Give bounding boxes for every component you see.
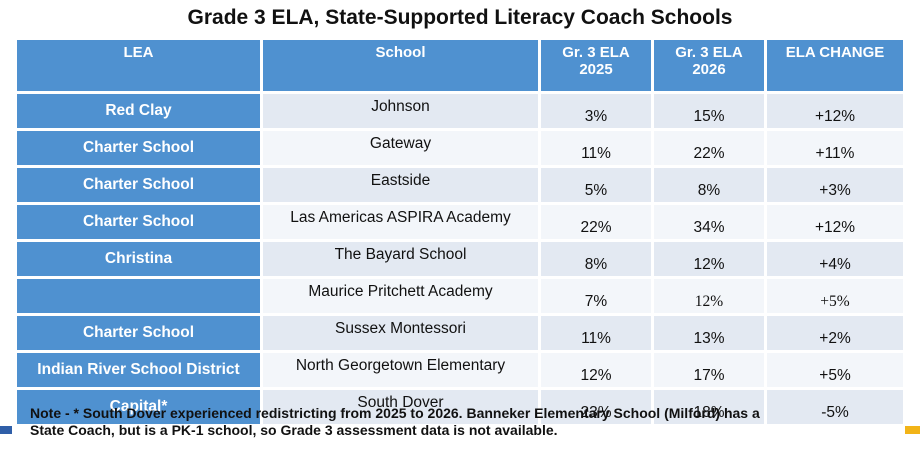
ela-2025-cell: 8% bbox=[541, 242, 651, 276]
ela-2025-cell: 23% bbox=[541, 390, 651, 424]
table-row: Capital* South Dover 23% 18% -5% bbox=[17, 390, 903, 424]
table-row: Maurice Pritchett Academy 7% 12% +5% bbox=[17, 279, 903, 313]
lea-cell: Christina bbox=[17, 242, 260, 276]
ela-2026-cell: 13% bbox=[654, 316, 764, 350]
table-row: Christina The Bayard School 8% 12% +4% bbox=[17, 242, 903, 276]
lea-cell: Indian River School District bbox=[17, 353, 260, 387]
ela-2026-cell: 18% bbox=[654, 390, 764, 424]
ela-2026-cell: 34% bbox=[654, 205, 764, 239]
lea-cell: Charter School bbox=[17, 316, 260, 350]
ela-2025-cell: 11% bbox=[541, 316, 651, 350]
ela-change-cell: +3% bbox=[767, 168, 903, 202]
ela-change-cell: +2% bbox=[767, 316, 903, 350]
school-cell: Eastside bbox=[263, 168, 538, 202]
ela-2026-cell: 8% bbox=[654, 168, 764, 202]
ela-2025-cell: 12% bbox=[541, 353, 651, 387]
ela-change-cell: +5% bbox=[767, 353, 903, 387]
ela-change-cell: +4% bbox=[767, 242, 903, 276]
ela-2025-cell: 3% bbox=[541, 94, 651, 128]
school-cell: Sussex Montessori bbox=[263, 316, 538, 350]
lea-cell: Charter School bbox=[17, 205, 260, 239]
footnote-line2: State Coach, but is a PK-1 school, so Gr… bbox=[30, 422, 558, 438]
school-cell: Maurice Pritchett Academy bbox=[263, 279, 538, 313]
table-row: Red Clay Johnson 3% 15% +12% bbox=[17, 94, 903, 128]
school-cell: South Dover bbox=[263, 390, 538, 424]
header-ela-2025: Gr. 3 ELA 2025 bbox=[541, 40, 651, 91]
ela-change-cell: +11% bbox=[767, 131, 903, 165]
lea-cell bbox=[17, 279, 260, 313]
ela-table: LEA School Gr. 3 ELA 2025 Gr. 3 ELA 2026… bbox=[14, 37, 906, 427]
ela-2026-cell: 12% bbox=[654, 279, 764, 313]
school-cell: Las Americas ASPIRA Academy bbox=[263, 205, 538, 239]
lea-cell: Capital* bbox=[17, 390, 260, 424]
header-row: LEA School Gr. 3 ELA 2025 Gr. 3 ELA 2026… bbox=[17, 40, 903, 91]
header-lea: LEA bbox=[17, 40, 260, 91]
ela-2026-cell: 17% bbox=[654, 353, 764, 387]
school-cell: Johnson bbox=[263, 94, 538, 128]
table-row: Indian River School District North Georg… bbox=[17, 353, 903, 387]
header-school: School bbox=[263, 40, 538, 91]
ela-change-cell: +12% bbox=[767, 205, 903, 239]
table-row: Charter School Eastside 5% 8% +3% bbox=[17, 168, 903, 202]
ela-2025-cell: 22% bbox=[541, 205, 651, 239]
ela-change-cell: +5% bbox=[767, 279, 903, 313]
ela-2025-cell: 7% bbox=[541, 279, 651, 313]
ela-2026-cell: 15% bbox=[654, 94, 764, 128]
footnote: Note - * South Dover experienced redistr… bbox=[30, 405, 890, 439]
table-row: Charter School Sussex Montessori 11% 13%… bbox=[17, 316, 903, 350]
decorative-bar-left bbox=[0, 426, 12, 434]
ela-change-cell: +12% bbox=[767, 94, 903, 128]
header-ela-2026: Gr. 3 ELA 2026 bbox=[654, 40, 764, 91]
ela-2025-cell: 11% bbox=[541, 131, 651, 165]
header-ela-change: ELA CHANGE bbox=[767, 40, 903, 91]
ela-2026-cell: 22% bbox=[654, 131, 764, 165]
table-row: Charter School Las Americas ASPIRA Acade… bbox=[17, 205, 903, 239]
page-title: Grade 3 ELA, State-Supported Literacy Co… bbox=[187, 6, 733, 29]
school-cell: The Bayard School bbox=[263, 242, 538, 276]
lea-cell: Charter School bbox=[17, 168, 260, 202]
lea-cell: Charter School bbox=[17, 131, 260, 165]
lea-cell: Red Clay bbox=[17, 94, 260, 128]
footnote-line1: Note - * South Dover experienced redistr… bbox=[30, 405, 760, 421]
header-ela-2025-line1: Gr. 3 ELA bbox=[562, 44, 630, 61]
header-ela-2025-line2: 2025 bbox=[579, 61, 613, 78]
ela-change-cell: -5% bbox=[767, 390, 903, 424]
school-cell: Gateway bbox=[263, 131, 538, 165]
header-ela-2026-line2: 2026 bbox=[692, 61, 726, 78]
school-cell: North Georgetown Elementary bbox=[263, 353, 538, 387]
ela-2025-cell: 5% bbox=[541, 168, 651, 202]
table-row: Charter School Gateway 11% 22% +11% bbox=[17, 131, 903, 165]
ela-2026-cell: 12% bbox=[654, 242, 764, 276]
decorative-bar-right bbox=[905, 426, 920, 434]
header-ela-2026-line1: Gr. 3 ELA bbox=[675, 44, 743, 61]
